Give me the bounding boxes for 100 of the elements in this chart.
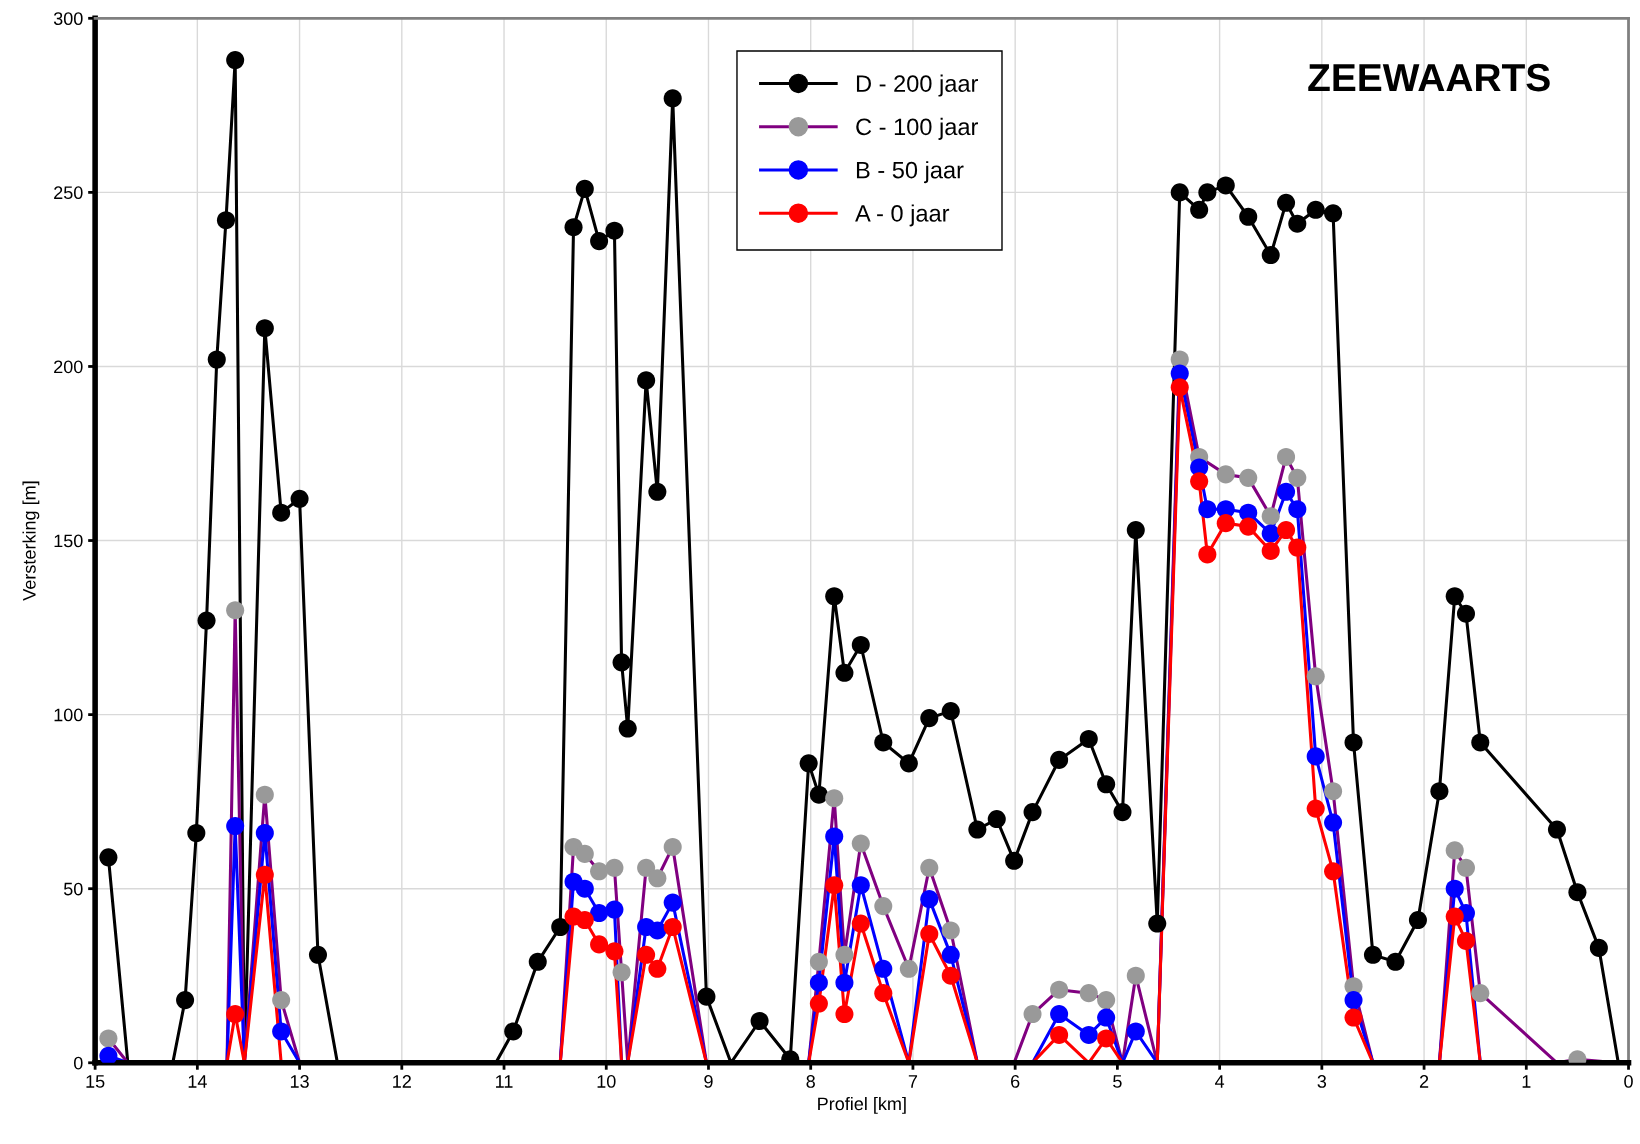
x-tick-label: 5 [1113,1075,1122,1088]
point [1261,524,1280,543]
legend-label: C - 100 jaar [856,117,978,140]
point [825,789,844,808]
point [1126,1022,1145,1041]
point [1023,1005,1042,1024]
point [1170,378,1189,397]
point [1324,782,1343,801]
point [272,1022,291,1041]
point [1198,500,1217,519]
x-tick-label: 2 [1419,1075,1429,1088]
point [1216,465,1235,484]
point [1324,813,1343,832]
point [1456,931,1476,950]
x-tick-label: 12 [393,1075,411,1088]
point [874,984,893,1003]
y-tick-label: 300 [53,12,83,26]
point [605,900,624,919]
point [941,921,960,940]
point [1445,879,1464,898]
x-tick-label: 9 [704,1075,713,1088]
point [575,879,594,898]
point [648,869,667,888]
point [809,952,828,971]
point [1306,799,1325,818]
x-tick-label: 6 [1011,1075,1020,1088]
legend-label: D - 200 jaar [856,74,978,97]
point [920,890,939,909]
point [1471,984,1490,1003]
point [1050,980,1069,999]
point [1097,1029,1116,1048]
point [1456,858,1476,877]
point [1097,1008,1116,1027]
x-tick-label: 1 [1522,1075,1531,1088]
point [1239,468,1258,487]
point [1288,500,1307,519]
x-tick-label: 3 [1317,1075,1327,1088]
y-tick-label: 50 [63,882,83,896]
point [1306,747,1325,766]
legend-label: A - 0 jaar [855,204,950,227]
x-tick-label: 0 [1624,1075,1633,1088]
point [255,865,274,884]
point [637,945,656,964]
point [648,921,667,940]
point [1216,514,1235,533]
point [1126,966,1145,985]
point [1324,862,1343,881]
point [809,973,828,992]
point [605,942,624,961]
point [851,876,870,895]
point [99,1046,118,1063]
x-tick-label: 4 [1215,1075,1225,1088]
x-tick-label: 11 [496,1075,513,1088]
point [255,785,274,804]
y-tick-label: 100 [54,708,83,722]
point [1079,984,1098,1003]
x-tick-label: 15 [86,1075,105,1088]
y-tick-label: 250 [54,186,83,200]
point [1097,991,1116,1010]
point [648,959,667,978]
y-tick-label: 0 [73,1056,83,1070]
point [226,817,245,836]
point [941,966,960,985]
point [1344,991,1363,1010]
point [99,1029,118,1048]
point [835,1005,854,1024]
point [835,973,854,992]
point [590,862,609,881]
point [835,945,854,964]
point [899,959,918,978]
point [590,935,609,954]
point [809,994,828,1013]
point [1306,667,1325,686]
x-tick-label: 10 [597,1075,616,1088]
point [874,959,893,978]
point [1288,468,1307,487]
point [851,914,870,933]
x-tick-label: 14 [188,1075,207,1088]
point [1277,447,1296,467]
x-tick-label: 8 [806,1075,815,1088]
y-tick-label: 200 [54,360,83,374]
point [663,917,682,937]
point [590,904,609,923]
point [825,876,844,895]
point [1050,1025,1069,1044]
point [1288,538,1307,557]
point [605,858,624,877]
x-tick-label: 7 [908,1075,918,1088]
point [1344,1008,1363,1027]
text: ZEEWAARTS [1308,63,1550,92]
point [226,601,245,620]
point [612,963,631,982]
x-axis-title: Profiel [km] [818,1096,906,1114]
point [663,893,682,912]
point [1239,517,1258,536]
point [663,837,682,856]
point [637,858,656,877]
point [1198,545,1217,564]
point [825,827,844,846]
point [1079,1025,1098,1044]
